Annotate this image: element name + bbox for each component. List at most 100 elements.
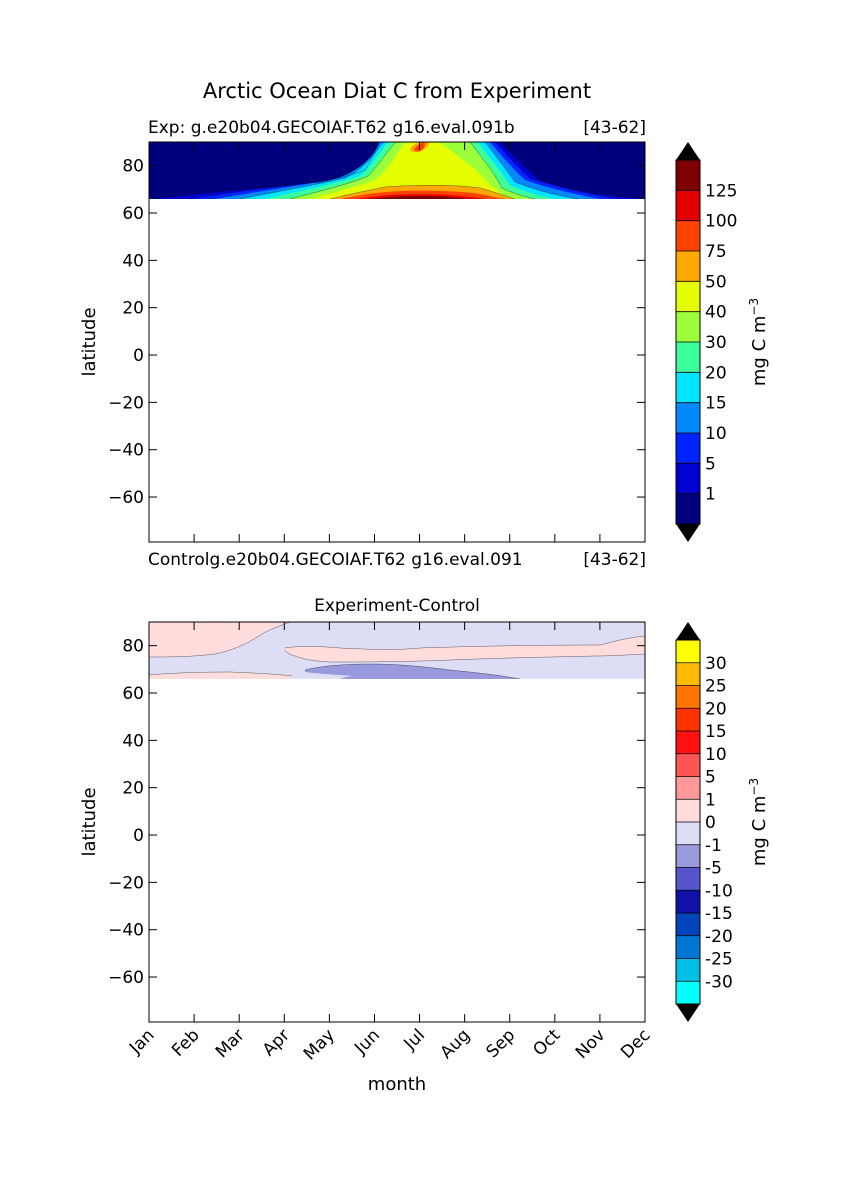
ytick-label: −40 [108,441,144,461]
colorbar-swatch [676,799,700,822]
ytick-label: 60 [122,204,144,224]
colorbar-label-exponent: −3 [747,778,761,796]
colorbar-level-label: 1 [705,485,716,505]
xtick-label: Jul [400,1025,429,1054]
xtick-label: Aug [437,1025,475,1063]
colorbar-level-label: 1 [705,790,716,810]
colorbar-level-label: 10 [705,745,727,765]
plot-area-2 [149,622,645,1022]
colorbar-swatch [676,867,700,891]
colorbar-swatch [676,685,700,709]
colorbar-level-label: -1 [705,836,722,856]
colorbar-level-label: 20 [705,699,727,719]
panel2-title: Experiment-Control [314,596,480,616]
field-1-contours [149,142,645,200]
colorbar-level-label: 5 [705,768,716,788]
colorbar-swatch [676,935,700,959]
xtick-label: Apr [259,1025,294,1060]
colorbar-label: mg C m−3 [747,778,770,866]
panel1-title-left: Exp: g.e20b04.GECOIAF.T62 g16.eval.091b [148,118,515,138]
ytick-label: −20 [108,873,144,893]
field-2-pink-top [149,622,290,657]
field-1-band-level-8 [330,142,515,199]
ytick-label: 0 [133,826,144,846]
colorbar-label-exponent: −3 [747,298,761,316]
ytick-label: 80 [122,637,144,657]
colorbar-label: mg C m−3 [747,298,770,386]
colorbar-swatch [676,281,700,312]
field-2-blue-patch [305,664,520,679]
xtick-label: Feb [168,1025,203,1060]
plot-frame-1 [148,141,646,543]
ytick-label: 40 [122,251,144,271]
colorbar-swatch [676,160,700,191]
ticks-panel1: 80 60 40 20 0 −20 −40 −60 [108,142,646,542]
xtick-label: Oct [529,1025,564,1060]
colorbar-level-label: -5 [705,859,722,879]
xtick-label: Jan [125,1025,158,1058]
colorbar-level-label: -30 [705,972,733,992]
colorbar-level-label: 15 [705,722,727,742]
colorbar-frame [675,639,701,1005]
colorbar-swatch [676,913,700,936]
colorbar-swatch [676,493,700,524]
colorbar-level-label: 40 [705,303,727,323]
xtick-label: Mar [212,1025,249,1062]
field-1-band-level-11 [372,196,468,199]
ytick-label: 20 [122,779,144,799]
colorbar-swatch [676,753,700,777]
colorbar-swatch [676,190,700,221]
colorbar-level-label: -20 [705,927,733,947]
panel-experiment: Exp: g.e20b04.GECOIAF.T62 g16.eval.091b … [79,118,646,570]
figure-title: Arctic Ocean Diat C from Experiment [203,79,591,103]
ytick-label: 80 [122,157,144,177]
colorbar-level-label: 100 [705,212,737,232]
ytick-label: −60 [108,488,144,508]
colorbar-level-label: 15 [705,394,727,414]
colorbar-level-label: -15 [705,904,733,924]
ylabel-1: latitude [79,307,100,376]
ytick-label: 0 [133,346,144,366]
field-1 [149,142,645,200]
colorbar-level-label: 10 [705,424,727,444]
panel-difference: Experiment-Control 80 60 40 20 0 −20 −40 −60 Jan… [79,596,655,1095]
ytick-label: 60 [122,684,144,704]
colorbar-swatch [676,433,700,464]
colorbar-swatch [676,220,700,251]
field-2-contours [149,622,645,680]
xtick-label: May [300,1025,339,1064]
colorbar-level-label: 5 [705,454,716,474]
panel1-title-right: [43-62] [583,118,646,138]
xtick-label: Jun [350,1025,384,1059]
colorbar-swatch [676,662,700,686]
ytick-label: 20 [122,299,144,319]
colorbar-level-label: -10 [705,881,733,901]
panel1-bottom-label-left: Controlg.e20b04.GECOIAF.T62 g16.eval.091 [148,550,523,570]
colorbar-swatch [676,311,700,342]
colorbar-level-label: -25 [705,950,733,970]
colorbar-swatch [676,463,700,494]
colorbar-swatch [676,402,700,433]
xtick-label: Dec [617,1025,654,1062]
field-2-pink-band [149,636,645,679]
field-2 [149,622,645,680]
plot-frame-2 [148,621,646,1023]
colorbar-extend-min [676,524,700,542]
colorbar-level-label: 0 [705,813,716,833]
ytick-label: −60 [108,968,144,988]
colorbar-swatch [676,708,700,731]
plot-area-1 [149,142,645,542]
colorbar-level-label: 30 [705,333,727,353]
colorbar-extend-max [676,622,700,640]
panel1-bottom-label-right: [43-62] [583,550,646,570]
colorbar-swatch [676,958,700,982]
colorbar-swatch [676,342,700,373]
ytick-label: −40 [108,921,144,941]
colorbar-swatch [676,776,700,800]
xlabel-2: month [368,1074,426,1095]
colorbar-level-label: 125 [705,181,737,201]
colorbar-level-label: 30 [705,654,727,674]
field-1-band-level-7 [310,142,510,199]
